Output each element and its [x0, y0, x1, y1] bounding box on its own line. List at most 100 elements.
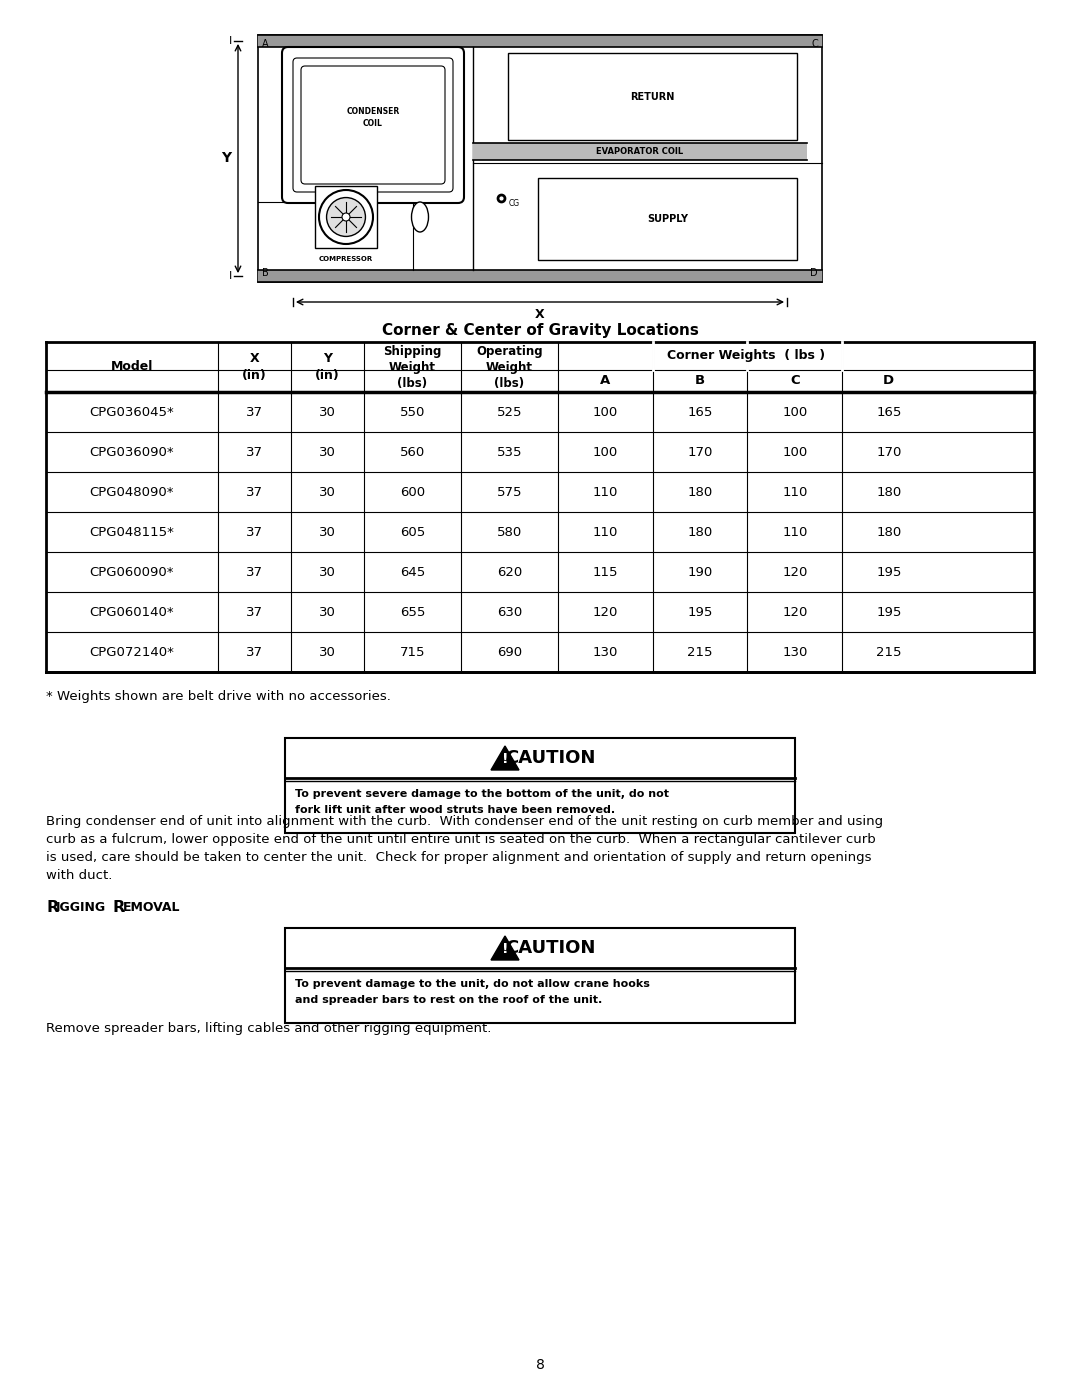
- Text: 130: 130: [782, 645, 808, 658]
- Text: B: B: [262, 268, 269, 278]
- Text: 37: 37: [246, 525, 262, 538]
- Text: 100: 100: [593, 405, 618, 419]
- Text: 30: 30: [320, 486, 336, 499]
- Text: X: X: [536, 307, 544, 320]
- Text: 37: 37: [246, 446, 262, 458]
- Polygon shape: [491, 746, 519, 770]
- Text: 580: 580: [497, 525, 522, 538]
- Text: 30: 30: [320, 605, 336, 619]
- Text: CPG048090*: CPG048090*: [90, 486, 174, 499]
- Text: 120: 120: [782, 605, 808, 619]
- Text: CAUTION: CAUTION: [504, 749, 595, 767]
- Text: 630: 630: [497, 605, 522, 619]
- Text: 30: 30: [320, 405, 336, 419]
- Text: 37: 37: [246, 605, 262, 619]
- Bar: [315, 186, 377, 249]
- Text: is used, care should be taken to center the unit.  Check for proper alignment an: is used, care should be taken to center …: [46, 851, 872, 863]
- Text: Operating
Weight
(lbs): Operating Weight (lbs): [476, 345, 542, 390]
- Polygon shape: [491, 936, 519, 960]
- Text: EMOVAL: EMOVAL: [123, 901, 180, 914]
- Text: 215: 215: [687, 645, 713, 658]
- Bar: [46, 342, 1034, 672]
- Text: 110: 110: [782, 525, 808, 538]
- Bar: [508, 53, 797, 140]
- Text: 180: 180: [688, 486, 713, 499]
- Text: 30: 30: [320, 645, 336, 658]
- Text: curb as a fulcrum, lower opposite end of the unit until entire unit is seated on: curb as a fulcrum, lower opposite end of…: [46, 833, 876, 847]
- Text: 110: 110: [782, 486, 808, 499]
- Text: 120: 120: [593, 605, 618, 619]
- Text: D: D: [810, 268, 818, 278]
- Bar: [285, 738, 795, 833]
- Text: X
(in): X (in): [242, 352, 267, 381]
- Text: Y
(in): Y (in): [315, 352, 340, 381]
- Text: 37: 37: [246, 566, 262, 578]
- Text: Y: Y: [221, 151, 231, 165]
- Text: 30: 30: [320, 525, 336, 538]
- Text: fork lift unit after wood struts have been removed.: fork lift unit after wood struts have be…: [295, 805, 616, 814]
- FancyBboxPatch shape: [282, 47, 464, 203]
- Text: COMPRESSOR: COMPRESSOR: [319, 256, 373, 263]
- Text: CPG036045*: CPG036045*: [90, 405, 174, 419]
- Text: Corner Weights  ( lbs ): Corner Weights ( lbs ): [667, 349, 825, 362]
- Text: 30: 30: [320, 446, 336, 458]
- Text: * Weights shown are belt drive with no accessories.: * Weights shown are belt drive with no a…: [46, 690, 391, 703]
- Text: Corner & Center of Gravity Locations: Corner & Center of Gravity Locations: [381, 323, 699, 338]
- Text: 605: 605: [400, 525, 426, 538]
- Text: D: D: [883, 374, 894, 387]
- Text: RETURN: RETURN: [631, 91, 675, 102]
- Text: CPG048115*: CPG048115*: [90, 525, 174, 538]
- Text: 525: 525: [497, 405, 522, 419]
- Circle shape: [326, 197, 365, 236]
- Text: 170: 170: [687, 446, 713, 458]
- Text: A: A: [600, 374, 610, 387]
- Text: 180: 180: [876, 525, 902, 538]
- Text: SUPPLY: SUPPLY: [647, 214, 688, 224]
- Text: 215: 215: [876, 645, 902, 658]
- Text: Model: Model: [111, 360, 153, 373]
- Text: 690: 690: [497, 645, 522, 658]
- Text: 195: 195: [876, 605, 902, 619]
- Text: 715: 715: [400, 645, 426, 658]
- Bar: [258, 270, 822, 282]
- Text: 110: 110: [593, 525, 618, 538]
- Text: 130: 130: [593, 645, 618, 658]
- Text: A: A: [262, 39, 269, 49]
- Text: 170: 170: [876, 446, 902, 458]
- Bar: [258, 35, 822, 47]
- Text: 655: 655: [400, 605, 426, 619]
- Text: 560: 560: [400, 446, 426, 458]
- Text: To prevent severe damage to the bottom of the unit, do not: To prevent severe damage to the bottom o…: [295, 789, 669, 799]
- Text: and spreader bars to rest on the roof of the unit.: and spreader bars to rest on the roof of…: [295, 995, 603, 1004]
- Text: 30: 30: [320, 566, 336, 578]
- Text: 37: 37: [246, 486, 262, 499]
- Text: 115: 115: [593, 566, 618, 578]
- Circle shape: [342, 212, 350, 221]
- Text: 8: 8: [536, 1358, 544, 1372]
- Text: CONDENSER
COIL: CONDENSER COIL: [347, 108, 400, 129]
- Text: 600: 600: [400, 486, 426, 499]
- Text: C: C: [811, 39, 818, 49]
- Bar: [538, 177, 797, 260]
- Bar: [285, 928, 795, 1023]
- Text: CG: CG: [509, 198, 521, 208]
- Text: I: I: [228, 36, 231, 46]
- Text: To prevent damage to the unit, do not allow crane hooks: To prevent damage to the unit, do not al…: [295, 979, 650, 989]
- Text: 550: 550: [400, 405, 426, 419]
- Circle shape: [319, 190, 373, 244]
- Text: 190: 190: [688, 566, 713, 578]
- Text: CPG060140*: CPG060140*: [90, 605, 174, 619]
- Text: 100: 100: [782, 446, 808, 458]
- Text: 165: 165: [876, 405, 902, 419]
- Text: 110: 110: [593, 486, 618, 499]
- Text: Shipping
Weight
(lbs): Shipping Weight (lbs): [383, 345, 442, 390]
- Text: Bring condenser end of unit into alignment with the curb.  With condenser end of: Bring condenser end of unit into alignme…: [46, 814, 883, 828]
- Bar: [473, 142, 807, 161]
- Text: 100: 100: [782, 405, 808, 419]
- Text: 195: 195: [687, 605, 713, 619]
- Text: 37: 37: [246, 645, 262, 658]
- Text: Remove spreader bars, lifting cables and other rigging equipment.: Remove spreader bars, lifting cables and…: [46, 1023, 491, 1035]
- Text: 645: 645: [400, 566, 426, 578]
- Text: R: R: [46, 900, 58, 915]
- Text: C: C: [791, 374, 799, 387]
